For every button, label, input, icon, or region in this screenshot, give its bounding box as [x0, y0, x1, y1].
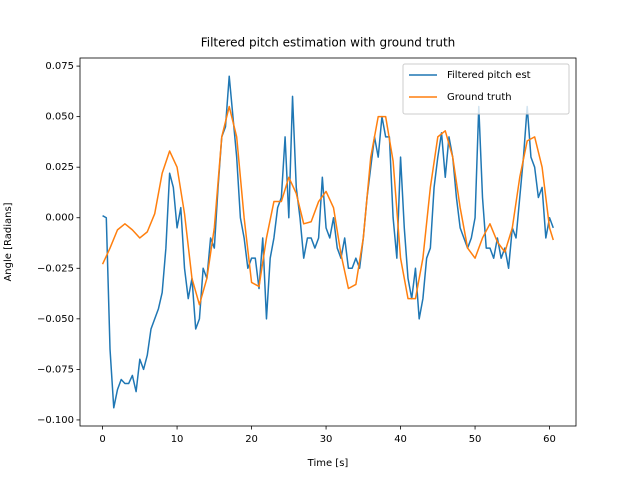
x-tick-label: 40 — [394, 434, 407, 445]
x-tick-label: 10 — [171, 434, 184, 445]
x-tick-label: 20 — [245, 434, 258, 445]
legend-label: Filtered pitch est — [447, 70, 531, 81]
chart-title: Filtered pitch estimation with ground tr… — [201, 36, 456, 50]
y-tick-label: 0.000 — [45, 213, 74, 224]
x-tick-label: 30 — [320, 434, 333, 445]
data-line — [101, 105, 554, 306]
legend-label: Ground truth — [447, 92, 512, 103]
legend-box — [402, 63, 570, 115]
data-line — [102, 75, 554, 409]
x-tick-label: 0 — [99, 434, 105, 445]
y-tick-label: 0.050 — [45, 112, 74, 123]
y-tick-label: −0.100 — [37, 415, 74, 426]
x-axis-label: Time [s] — [307, 458, 349, 469]
plot-frame — [79, 57, 577, 427]
y-tick-label: −0.050 — [37, 314, 74, 325]
y-axis-label: Angle [Radians] — [3, 202, 14, 281]
y-tick-label: −0.025 — [37, 263, 74, 274]
x-tick-label: 60 — [543, 434, 556, 445]
y-tick-label: 0.075 — [45, 61, 74, 72]
legend: Filtered pitch est Ground truth — [402, 63, 570, 115]
y-tick-label: −0.075 — [37, 364, 74, 375]
x-tick-label: 50 — [469, 434, 482, 445]
y-tick-label: 0.025 — [45, 162, 74, 173]
